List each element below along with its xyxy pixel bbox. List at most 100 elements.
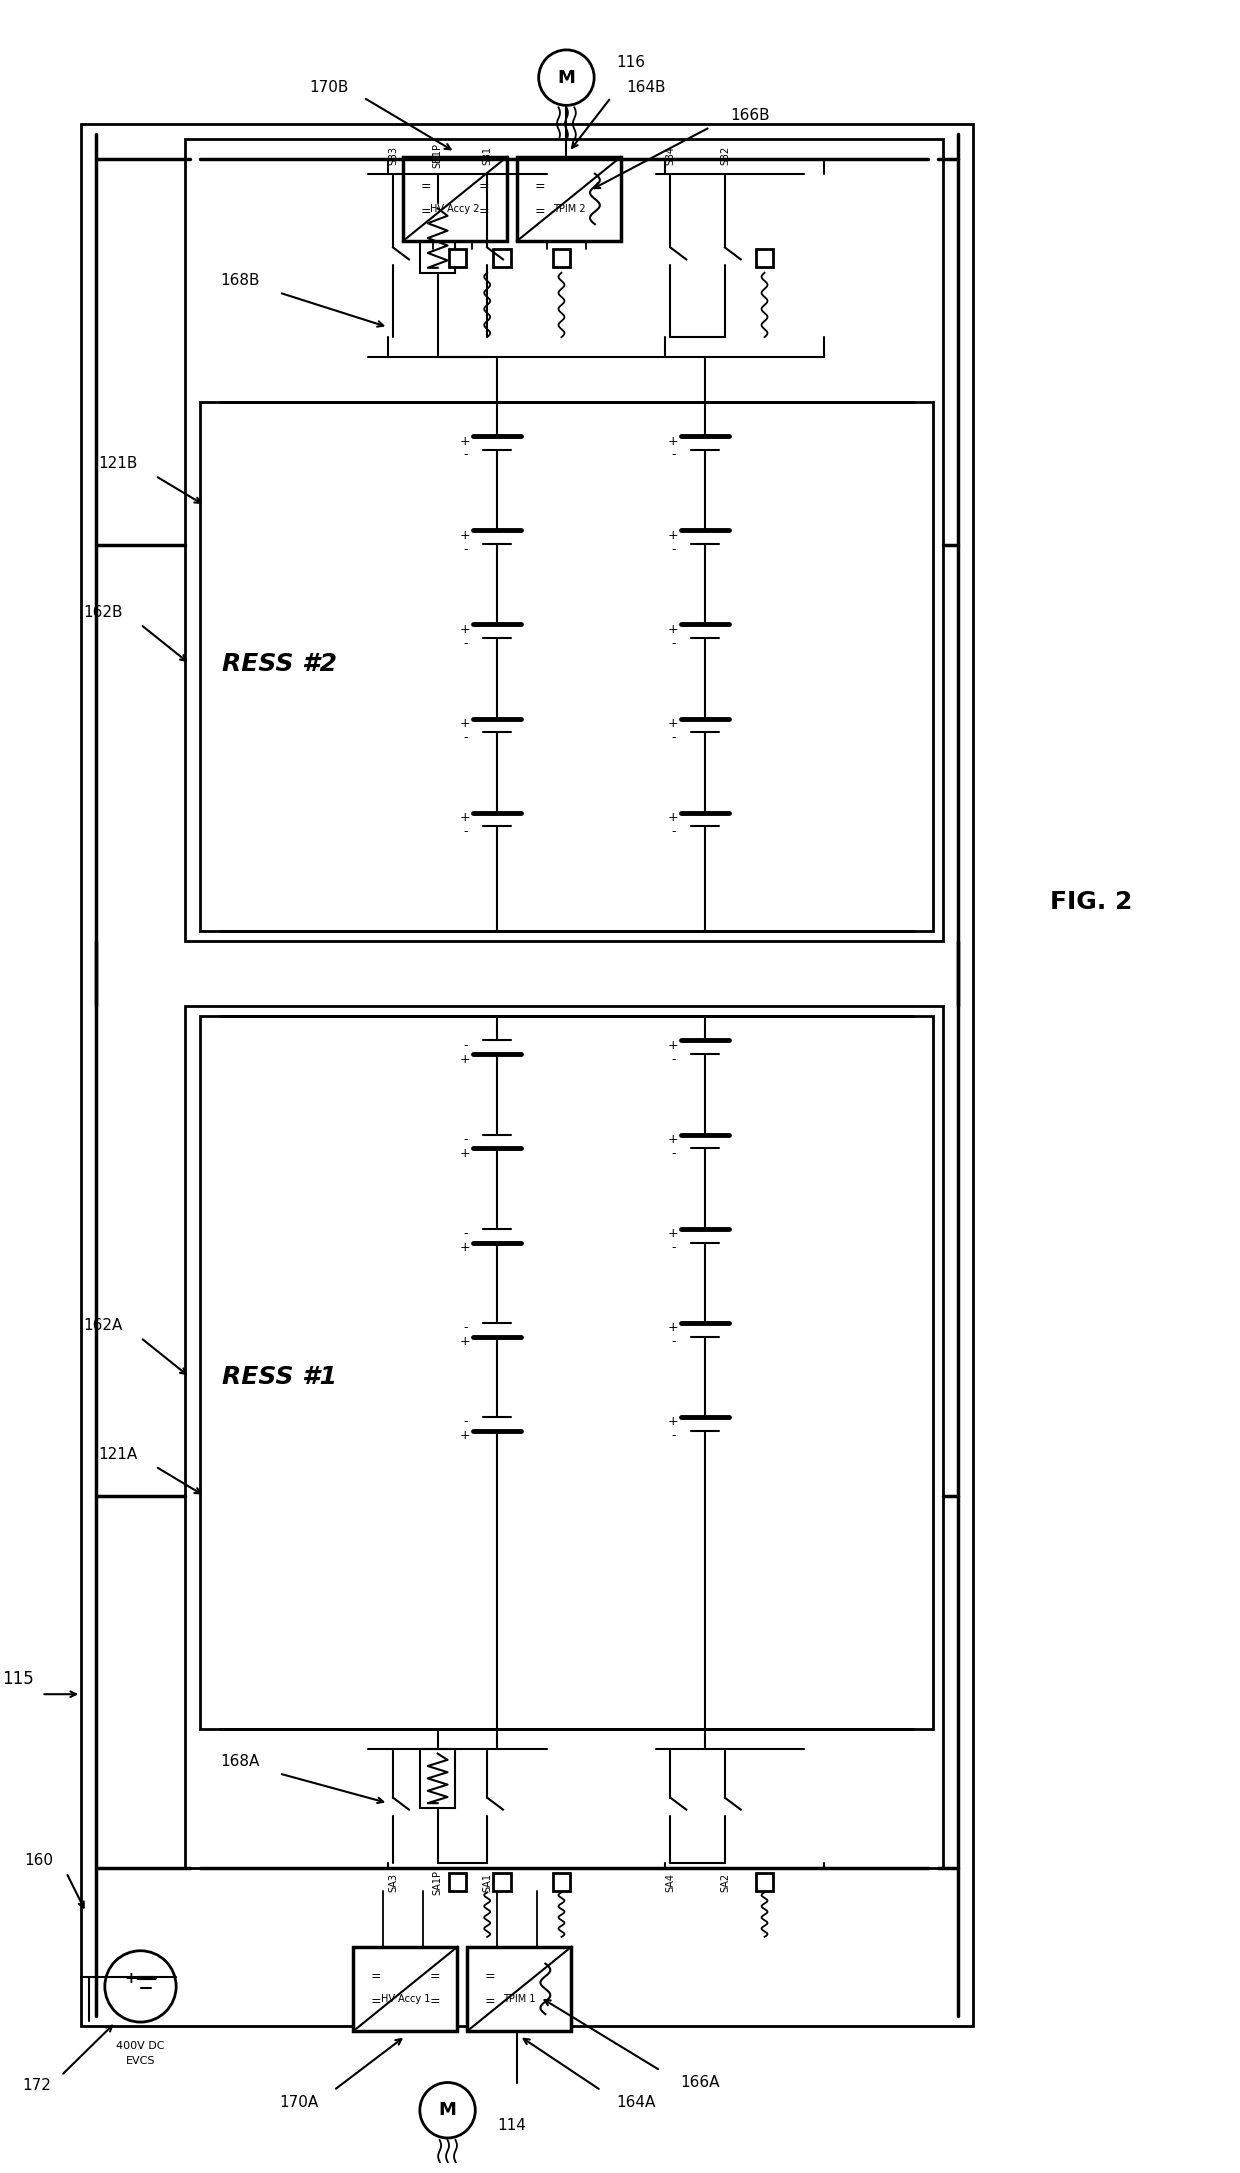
Text: 162A: 162A	[83, 1319, 123, 1334]
Bar	[200, 402, 932, 932]
Text: =: =	[479, 180, 490, 193]
Text: SB1P: SB1P	[433, 143, 443, 167]
Text: -: -	[671, 826, 676, 839]
Text: 160: 160	[25, 1854, 53, 1869]
Text: -: -	[671, 1147, 676, 1160]
Bar	[553, 250, 570, 267]
Text: SA2: SA2	[720, 1873, 730, 1893]
Text: 114: 114	[497, 2119, 526, 2132]
Text: -: -	[671, 543, 676, 556]
Text: SB3: SB3	[388, 146, 398, 165]
Text: -: -	[463, 826, 467, 839]
Bar	[185, 139, 942, 941]
Text: M: M	[439, 2101, 456, 2119]
Bar	[81, 124, 972, 2025]
Bar	[494, 1873, 511, 1891]
Text: =: =	[371, 1969, 382, 1982]
Text: -: -	[463, 1415, 467, 1428]
Text: +: +	[460, 1430, 471, 1443]
Text: -: -	[671, 1430, 676, 1443]
Text: RESS #1: RESS #1	[222, 1365, 337, 1389]
Text: -: -	[463, 730, 467, 743]
Text: 166B: 166B	[730, 109, 770, 122]
Text: 116: 116	[616, 54, 645, 70]
Text: -: -	[463, 1228, 467, 1241]
Text: 168B: 168B	[219, 274, 259, 289]
Text: SA4: SA4	[666, 1873, 676, 1893]
Bar	[494, 250, 511, 267]
Text: 172: 172	[22, 2077, 51, 2093]
Text: =: =	[429, 1969, 440, 1982]
Text: -: -	[463, 543, 467, 556]
Text: 400V DC: 400V DC	[117, 2040, 165, 2051]
Text: +: +	[668, 1228, 678, 1241]
Text: RESS #2: RESS #2	[222, 652, 337, 676]
Text: =: =	[420, 180, 432, 193]
Text: +: +	[460, 435, 471, 448]
Text: +: +	[460, 1052, 471, 1065]
Text: =: =	[371, 1995, 382, 2008]
Text: =: =	[420, 204, 432, 217]
Text: 164B: 164B	[626, 80, 666, 96]
Text: 164A: 164A	[616, 2095, 655, 2110]
Text: +: +	[460, 811, 471, 824]
Text: -: -	[463, 1132, 467, 1145]
Text: SA1P: SA1P	[433, 1871, 443, 1895]
Text: SA1: SA1	[482, 1873, 492, 1893]
Text: SB4: SB4	[666, 146, 676, 165]
Bar	[755, 1873, 774, 1891]
Text: -: -	[463, 1039, 467, 1052]
Text: EVCS: EVCS	[125, 2056, 155, 2067]
Bar	[185, 1006, 942, 1867]
Text: +: +	[460, 1334, 471, 1347]
Text: +: +	[668, 717, 678, 730]
Text: 168A: 168A	[219, 1754, 259, 1769]
Text: +: +	[460, 717, 471, 730]
Text: +: +	[668, 1321, 678, 1334]
Bar	[353, 1947, 458, 2032]
Text: -: -	[671, 448, 676, 461]
Bar	[517, 156, 621, 241]
Bar	[420, 204, 455, 274]
Text: 162B: 162B	[83, 604, 123, 619]
Text: +: +	[668, 1415, 678, 1428]
Bar	[403, 156, 507, 241]
Text: 166A: 166A	[681, 2075, 720, 2090]
Text: SB1: SB1	[482, 146, 492, 165]
Text: +: +	[124, 1971, 136, 1986]
Text: 170A: 170A	[279, 2095, 319, 2110]
Text: SA3: SA3	[388, 1873, 398, 1893]
Text: +: +	[668, 528, 678, 541]
Text: -: -	[463, 1321, 467, 1334]
Text: =: =	[534, 180, 546, 193]
Text: 121A: 121A	[98, 1447, 138, 1462]
Text: M: M	[558, 70, 575, 87]
Text: TPIM 2: TPIM 2	[553, 204, 585, 213]
Text: +: +	[460, 1147, 471, 1160]
Text: =: =	[479, 204, 490, 217]
Text: -: -	[671, 1334, 676, 1347]
Text: -: -	[671, 1052, 676, 1065]
Bar	[553, 1873, 570, 1891]
Text: 121B: 121B	[98, 456, 138, 472]
Text: SB2: SB2	[720, 146, 730, 165]
Text: FIG. 2: FIG. 2	[1050, 889, 1132, 915]
Text: +: +	[460, 528, 471, 541]
Text: +: +	[668, 435, 678, 448]
Text: -: -	[463, 637, 467, 650]
Text: HV Accy 1: HV Accy 1	[381, 1995, 430, 2004]
Text: 115: 115	[1, 1671, 33, 1688]
Text: +: +	[668, 1039, 678, 1052]
Bar	[467, 1947, 572, 2032]
Text: +: +	[668, 1132, 678, 1145]
Text: =: =	[534, 204, 546, 217]
Text: =: =	[485, 1995, 496, 2008]
Text: -: -	[671, 1241, 676, 1254]
Text: =: =	[429, 1995, 440, 2008]
Bar	[420, 1749, 455, 1808]
Bar	[449, 1873, 466, 1891]
Text: -: -	[671, 637, 676, 650]
Text: HV Accy 2: HV Accy 2	[430, 204, 480, 213]
Text: +: +	[460, 1241, 471, 1254]
Text: 170B: 170B	[309, 80, 348, 96]
